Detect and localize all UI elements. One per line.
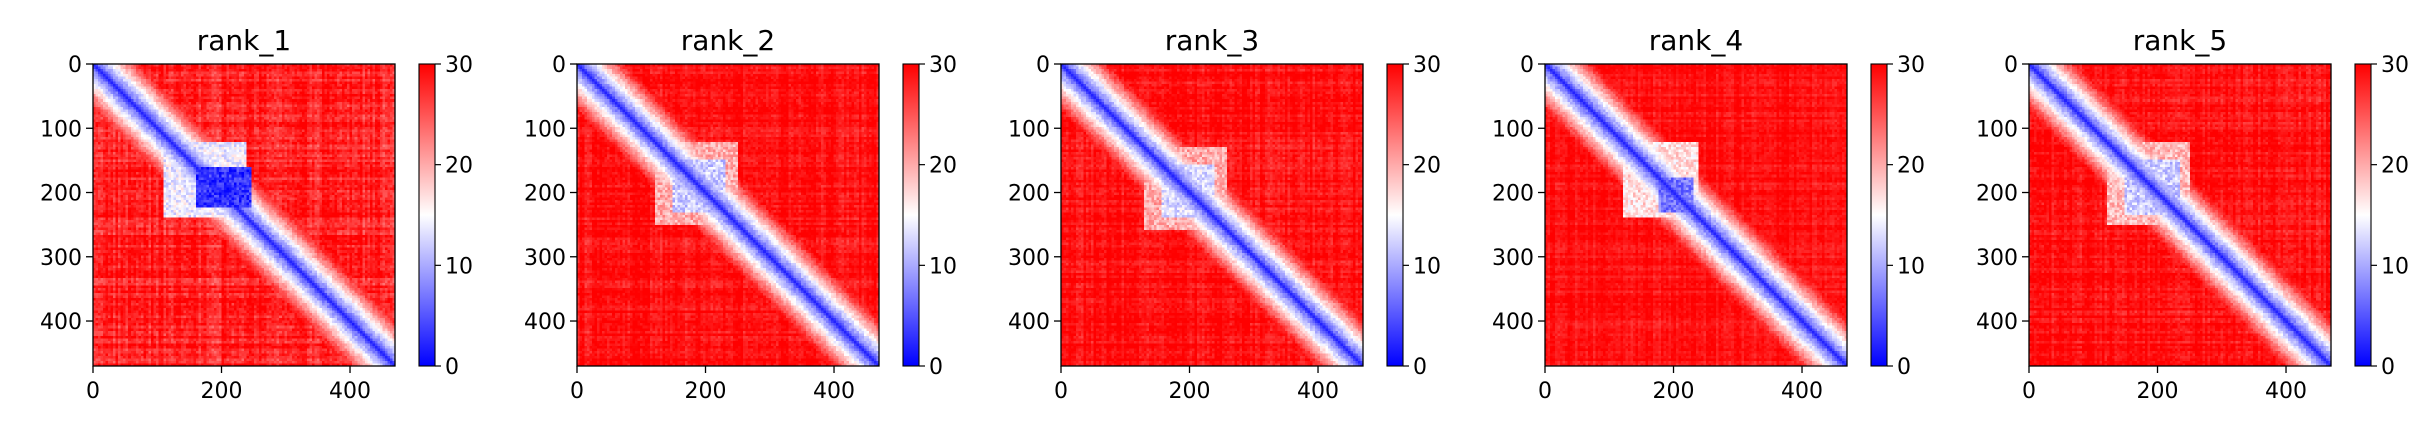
colorbar	[1870, 63, 1888, 367]
y-tick-label: 200	[1492, 182, 1534, 207]
colorbar-tick-label: 10	[2381, 254, 2409, 279]
heatmap-image	[1061, 64, 1363, 366]
y-tick-label: 0	[1520, 53, 1534, 78]
x-tick-label: 200	[2137, 379, 2179, 404]
y-tick-label: 400	[1976, 310, 2018, 335]
colorbar-tick-label: 30	[929, 53, 957, 78]
heatmap-image	[577, 64, 879, 366]
y-tick-label: 100	[524, 117, 566, 142]
panel-title: rank_3	[1165, 24, 1259, 57]
heatmap-image	[1545, 64, 1847, 366]
x-tick-label: 0	[570, 379, 584, 404]
colorbar-tick-label: 30	[2381, 53, 2409, 78]
colorbar-tick-label: 0	[1897, 355, 1911, 380]
x-tick-label: 200	[1169, 379, 1211, 404]
colorbar	[902, 63, 920, 367]
panel-title: rank_4	[1649, 24, 1743, 57]
panel-rank_2: rank_2 0 200 400 0 100 200 300 400 0 10 20 30	[524, 24, 957, 404]
x-tick-label: 400	[813, 379, 855, 404]
y-tick-label: 400	[40, 310, 82, 335]
y-tick-label: 100	[1008, 117, 1050, 142]
x-tick-label: 0	[1538, 379, 1552, 404]
colorbar-tick-label: 0	[1413, 355, 1427, 380]
plot-frame	[92, 63, 396, 367]
colorbar-tick-label: 20	[445, 154, 473, 179]
y-tick-label: 400	[524, 310, 566, 335]
y-tick-label: 400	[1492, 310, 1534, 335]
colorbar	[2354, 63, 2372, 367]
y-tick-label: 200	[1976, 182, 2018, 207]
colorbar-tick-label: 20	[1897, 154, 1925, 179]
panel-title: rank_5	[2133, 24, 2227, 57]
plot-frame	[1544, 63, 1848, 367]
y-tick-label: 100	[1492, 117, 1534, 142]
y-tick-label: 100	[40, 117, 82, 142]
colorbar-tick-label: 30	[1413, 53, 1441, 78]
colorbar-tick-label: 10	[1897, 254, 1925, 279]
colorbar-tick-label: 20	[2381, 154, 2409, 179]
x-tick-label: 200	[1653, 379, 1695, 404]
y-tick-label: 300	[1492, 246, 1534, 271]
panel-title: rank_2	[681, 24, 775, 57]
y-tick-label: 200	[40, 182, 82, 207]
colorbar-tick-label: 10	[445, 254, 473, 279]
y-tick-label: 300	[1008, 246, 1050, 271]
x-tick-label: 200	[201, 379, 243, 404]
colorbar-tick-label: 0	[2381, 355, 2395, 380]
colorbar-tick-label: 0	[929, 355, 943, 380]
colorbar-tick-label: 10	[1413, 254, 1441, 279]
colorbar-tick-label: 20	[929, 154, 957, 179]
y-tick-label: 0	[2004, 53, 2018, 78]
y-tick-label: 200	[1008, 182, 1050, 207]
x-tick-label: 200	[685, 379, 727, 404]
plot-frame	[2028, 63, 2332, 367]
x-tick-label: 400	[329, 379, 371, 404]
panel-rank_5: rank_5 0 200 400 0 100 200 300 400 0 10 20 30	[1976, 24, 2409, 404]
colorbar	[418, 63, 436, 367]
colorbar-tick-label: 30	[1897, 53, 1925, 78]
panel-title: rank_1	[197, 24, 291, 57]
y-tick-label: 400	[1008, 310, 1050, 335]
plot-frame	[1060, 63, 1364, 367]
colorbar	[1386, 63, 1404, 367]
colorbar-tick-label: 0	[445, 355, 459, 380]
y-tick-label: 300	[1976, 246, 2018, 271]
panel-rank_3: rank_3 0 200 400 0 100 200 300 400 0 10 20 30	[1008, 24, 1441, 404]
x-tick-label: 400	[1781, 379, 1823, 404]
y-tick-label: 0	[68, 53, 82, 78]
colorbar-tick-label: 10	[929, 254, 957, 279]
plot-frame	[576, 63, 880, 367]
panel-rank_1: rank_1 0 200 400 0 100 200 300 400 0 10 20 30	[40, 24, 473, 404]
heatmap-image	[2029, 64, 2331, 366]
y-tick-label: 100	[1976, 117, 2018, 142]
y-tick-label: 0	[1036, 53, 1050, 78]
y-tick-label: 200	[524, 182, 566, 207]
y-tick-label: 300	[40, 246, 82, 271]
colorbar-tick-label: 20	[1413, 154, 1441, 179]
x-tick-label: 0	[2022, 379, 2036, 404]
x-tick-label: 400	[1297, 379, 1339, 404]
x-tick-label: 400	[2265, 379, 2307, 404]
y-tick-label: 0	[552, 53, 566, 78]
panel-rank_4: rank_4 0 200 400 0 100 200 300 400 0 10 20 30	[1492, 24, 1925, 404]
y-tick-label: 300	[524, 246, 566, 271]
x-tick-label: 0	[86, 379, 100, 404]
x-tick-label: 0	[1054, 379, 1068, 404]
colorbar-tick-label: 30	[445, 53, 473, 78]
heatmap-image	[93, 64, 395, 366]
